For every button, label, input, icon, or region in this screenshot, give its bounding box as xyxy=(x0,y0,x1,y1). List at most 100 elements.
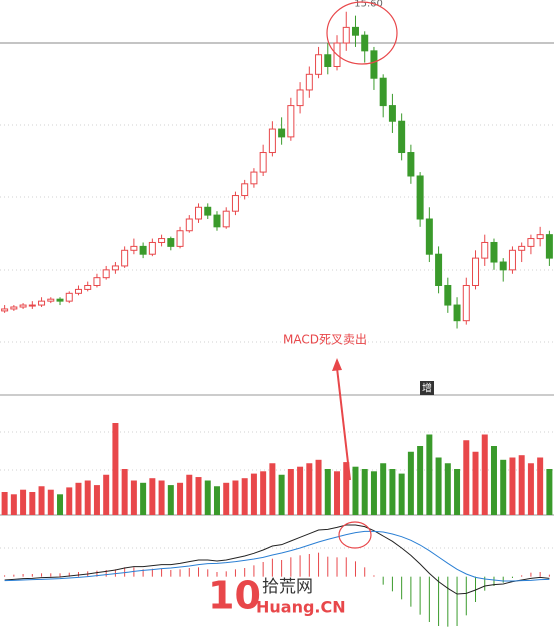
volume-bar xyxy=(112,423,119,515)
volume-bar xyxy=(417,446,424,515)
volume-bar xyxy=(398,473,405,515)
volume-bar xyxy=(518,455,525,515)
volume-bar xyxy=(47,489,54,515)
candle-body xyxy=(213,214,221,228)
volume-bar xyxy=(140,482,147,515)
volume-bar xyxy=(250,473,257,515)
volume-bar xyxy=(343,462,350,515)
volume-bar xyxy=(370,471,377,515)
volume-bar xyxy=(463,440,470,515)
volume-bar xyxy=(287,469,294,515)
candle-body xyxy=(222,210,230,228)
volume-bar xyxy=(407,451,414,515)
volume-bar xyxy=(297,466,304,515)
candle-body xyxy=(84,284,92,290)
volume-bar xyxy=(527,463,534,515)
volume-bar xyxy=(84,480,91,515)
candle-body xyxy=(315,54,323,75)
candle-body xyxy=(490,241,498,263)
dif-line xyxy=(4,524,550,595)
highlight-circle xyxy=(338,521,372,549)
candle-body xyxy=(536,234,544,240)
volume-bar xyxy=(509,457,516,515)
candle-body xyxy=(74,288,82,294)
candle-body xyxy=(545,234,553,259)
logo-site: Huang.CN xyxy=(256,598,346,617)
volume-bar xyxy=(481,434,488,515)
volume-bar xyxy=(57,494,64,515)
volume-bar xyxy=(1,492,8,515)
candle-body xyxy=(398,120,406,154)
candle-body xyxy=(518,245,526,251)
candle-body xyxy=(176,230,184,247)
volume-bar xyxy=(352,466,359,515)
volume-bar xyxy=(10,494,17,515)
candle-body xyxy=(324,54,332,67)
candle-body xyxy=(28,304,36,307)
volume-bar xyxy=(389,469,396,515)
arrow xyxy=(336,367,351,481)
peak-label: 15.60 xyxy=(354,0,383,10)
volume-bar xyxy=(213,486,220,515)
candle-body xyxy=(278,128,286,138)
candle-body xyxy=(47,298,55,302)
volume-bar xyxy=(472,451,479,515)
candle-body xyxy=(407,152,415,177)
candle-body xyxy=(462,284,470,322)
volume-bar xyxy=(260,471,267,515)
volume-bar xyxy=(315,459,322,515)
candle-body xyxy=(65,292,73,302)
candle-body xyxy=(268,128,276,154)
badge: 增 xyxy=(422,382,432,395)
candle-body xyxy=(259,152,267,173)
candle-body xyxy=(148,241,156,255)
volume-bar xyxy=(306,463,313,515)
volume-bar xyxy=(66,487,73,515)
volume-bar xyxy=(232,480,239,515)
candle-body xyxy=(185,218,193,232)
volume-bar xyxy=(546,469,553,515)
volume-bar xyxy=(500,459,507,515)
candle-body xyxy=(351,26,359,36)
volume-bar xyxy=(149,478,156,515)
volume-bar xyxy=(334,471,341,515)
volume-bar xyxy=(158,480,165,515)
volume-bar xyxy=(177,482,184,515)
dea-line xyxy=(4,530,550,582)
volume-bar xyxy=(93,485,100,515)
volume-bar xyxy=(444,463,451,515)
candle-body xyxy=(370,50,378,79)
candle-body xyxy=(499,261,507,271)
candle-body xyxy=(508,249,516,271)
candle-body xyxy=(102,269,110,279)
candle-body xyxy=(287,105,295,138)
candle-body xyxy=(167,238,175,247)
candle-body xyxy=(472,257,480,286)
volume-bar xyxy=(269,463,276,515)
volume-bar xyxy=(186,474,193,515)
volume-bar xyxy=(167,485,174,515)
candle-body xyxy=(93,277,101,286)
candle-body xyxy=(453,304,461,322)
candle-body xyxy=(444,284,452,306)
candle-body xyxy=(10,306,18,310)
volume-bar xyxy=(195,477,202,515)
volume-bar xyxy=(204,480,211,515)
candle-body xyxy=(435,253,443,286)
candle-body xyxy=(111,265,119,271)
candle-body xyxy=(38,300,46,306)
volume-bar xyxy=(426,434,433,515)
volume-bar xyxy=(361,469,368,515)
candle-body xyxy=(296,89,304,107)
candle-body xyxy=(158,238,166,243)
candle-body xyxy=(204,206,212,216)
candle-body xyxy=(195,206,203,220)
candle-body xyxy=(379,77,387,107)
candle-body xyxy=(481,241,489,259)
volume-bar xyxy=(223,482,230,515)
candle-body xyxy=(56,298,64,302)
candle-body xyxy=(139,245,147,255)
candle-body xyxy=(361,34,369,52)
